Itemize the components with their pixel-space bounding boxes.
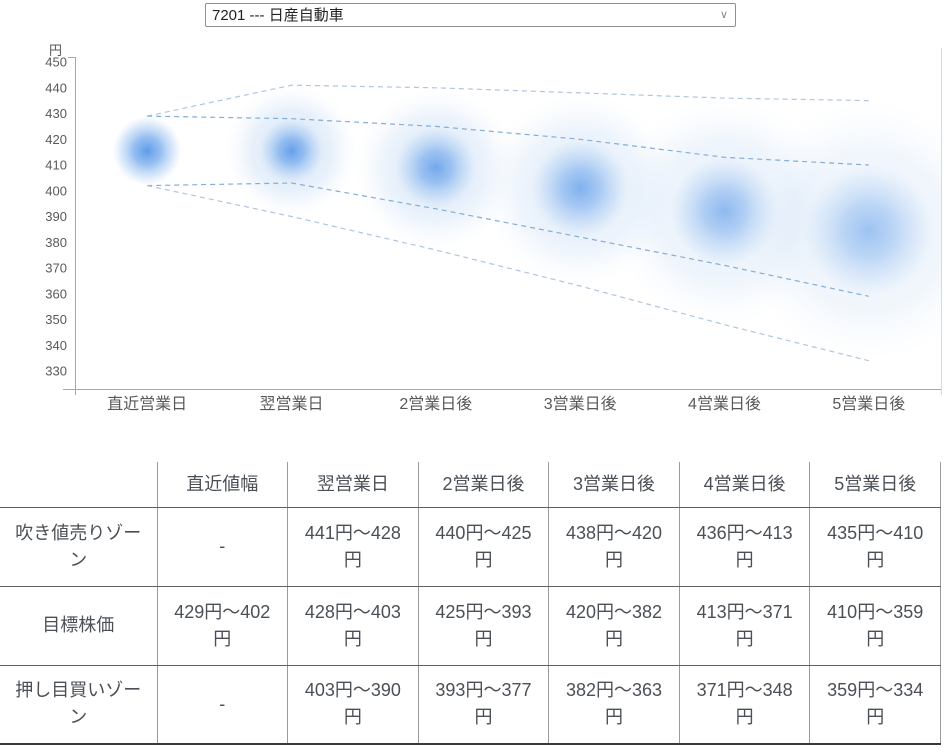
table-cell: 438円～420円: [548, 507, 680, 587]
stock-selector-wrap: 7201 --- 日産自動車 ∨: [205, 3, 736, 27]
table-cell: 382円～363円: [548, 665, 680, 745]
table-cell: 410円～359円: [809, 586, 941, 666]
table-cell: 371円～348円: [679, 665, 811, 745]
target-low-line: [147, 182, 869, 297]
y-tick-label: 360: [45, 286, 67, 301]
table-row: 吹き値売りゾーン - 441円～428円 440円～425円 438円～420円…: [0, 507, 941, 587]
col-header: 翌営業日: [287, 462, 419, 508]
y-tick-label: 370: [45, 261, 67, 276]
stock-selector[interactable]: 7201 --- 日産自動車: [205, 3, 736, 27]
sell-zone-high-line: [147, 84, 869, 117]
table-cell: 403円～390円: [287, 665, 419, 745]
table-cell: 441円～428円: [287, 507, 419, 587]
forecast-target-ball: [531, 139, 630, 238]
table-cell: 436円～413円: [679, 507, 811, 587]
col-header: 直近値幅: [157, 462, 289, 508]
table-cell: -: [157, 665, 289, 745]
y-tick-label: 440: [45, 80, 67, 95]
y-tick-label: 450: [45, 55, 67, 70]
forecast-target-ball: [394, 126, 478, 209]
y-tick-label: 350: [45, 312, 67, 327]
table-header-row: 直近値幅 翌営業日 2営業日後 3営業日後 4営業日後 5営業日後: [0, 462, 941, 508]
table-row: 目標株価 429円～402円 428円～403円 425円～393円 420円～…: [0, 586, 941, 666]
x-axis-label: 3営業日後: [544, 395, 617, 413]
y-axis-unit-label: 円: [49, 43, 62, 58]
table-cell: 359円～334円: [809, 665, 941, 745]
x-axis-label: 翌営業日: [259, 395, 323, 413]
x-axis-label: 直近営業日: [107, 395, 187, 413]
buy-zone-low-line: [147, 185, 869, 362]
forecast-target-ball: [803, 165, 935, 297]
x-axis-label: 4営業日後: [688, 395, 761, 413]
y-tick-label: 420: [45, 132, 67, 147]
y-tick-label: 380: [45, 235, 67, 250]
x-axis-label: 2営業日後: [399, 395, 472, 413]
row-header: 吹き値売りゾーン: [0, 507, 158, 587]
table-cell: 440円～425円: [418, 507, 550, 587]
table-cell: 420円～382円: [548, 586, 680, 666]
table-cell: 429円～402円: [157, 586, 289, 666]
col-header: 2営業日後: [418, 462, 550, 508]
corner-cell: [0, 462, 158, 508]
y-tick-label: 340: [45, 338, 67, 353]
target-high-line: [147, 115, 869, 166]
table-cell: 428円～403円: [287, 586, 419, 666]
forecast-table: 直近値幅 翌営業日 2営業日後 3営業日後 4営業日後 5営業日後 吹き値売りゾ…: [0, 462, 941, 745]
table-cell: -: [157, 507, 289, 587]
forecast-target-ball: [259, 118, 324, 184]
row-header: 目標株価: [0, 586, 158, 666]
forecast-chart: 330 340 350 360 370 380 390 400 410 420 430 440 450円…: [45, 43, 942, 413]
y-tick-label: 390: [45, 209, 67, 224]
table-cell: 413円～371円: [679, 586, 811, 666]
y-tick-label: 410: [45, 158, 67, 173]
row-header: 押し目買いゾーン: [0, 665, 158, 745]
table-cell: 425円～393円: [418, 586, 550, 666]
col-header: 4営業日後: [679, 462, 811, 508]
forecast-target-ball: [112, 116, 182, 186]
table-cell: 393円～377円: [418, 665, 550, 745]
col-header: 3営業日後: [548, 462, 680, 508]
table-cell: 435円～410円: [809, 507, 941, 587]
table-row: 押し目買いゾーン - 403円～390円 393円～377円 382円～363円…: [0, 665, 941, 745]
x-axis-label: 5営業日後: [832, 395, 905, 413]
y-tick-label: 430: [45, 106, 67, 121]
y-tick-label: 330: [45, 364, 67, 379]
col-header: 5営業日後: [809, 462, 941, 508]
y-tick-label: 400: [45, 183, 67, 198]
